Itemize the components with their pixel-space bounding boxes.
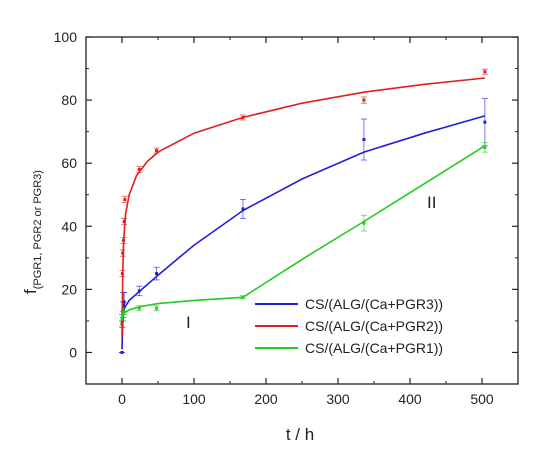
x-tick-label-200: 200 [254, 391, 278, 407]
y-tick-label-60: 60 [61, 155, 77, 171]
y-axis-title-subscript: (PGR1, PGR2 or PGR3) [32, 170, 44, 289]
x-tick-label-300: 300 [326, 391, 350, 407]
y-axis-title-main: f [21, 289, 40, 294]
data-point-pgr3-3 [121, 303, 125, 307]
x-tick-label-0: 0 [118, 391, 126, 407]
data-point-pgr2-4 [122, 220, 126, 224]
data-point-pgr3-9 [483, 120, 487, 124]
data-point-pgr1-2 [122, 309, 126, 313]
legend: CS/(ALG/(Ca+PGR3)) CS/(ALG/(Ca+PGR2)) CS… [255, 296, 443, 356]
y-tick-label-100: 100 [54, 29, 78, 45]
data-point-pgr2-9 [362, 98, 366, 102]
data-point-pgr1-5 [241, 295, 245, 299]
series-line-pgr3 [121, 115, 486, 350]
y-tick-label-0: 0 [69, 344, 77, 360]
y-axis-title: f(PGR1, PGR2 or PGR3) [21, 170, 44, 294]
annotation-II: II [427, 193, 436, 212]
data-point-pgr3-0 [120, 350, 124, 354]
data-point-pgr3-4 [122, 300, 126, 304]
data-point-pgr2-1 [120, 272, 124, 276]
data-point-pgr2-0 [120, 322, 124, 326]
series-line-pgr1 [121, 145, 486, 322]
data-point-pgr2-6 [137, 167, 141, 171]
y-tick-label-20: 20 [61, 281, 77, 297]
data-point-pgr2-7 [155, 149, 159, 153]
data-point-pgr3-5 [137, 289, 141, 293]
data-point-pgr2-3 [121, 238, 125, 242]
legend-label-pgr2: CS/(ALG/(Ca+PGR2)) [305, 318, 443, 334]
data-point-pgr2-2 [121, 251, 125, 255]
data-point-pgr1-4 [155, 306, 159, 310]
annotation-I: I [186, 313, 191, 332]
plot-frame [85, 36, 519, 385]
data-point-pgr3-6 [155, 272, 159, 276]
x-tick-label-500: 500 [470, 391, 494, 407]
axis-layer: 0 100 200 300 400 500 0 20 40 60 80 100 [54, 29, 519, 407]
series-line-pgr2 [121, 77, 485, 337]
x-tick-label-100: 100 [182, 391, 206, 407]
data-layer [119, 68, 488, 354]
data-point-pgr2-10 [483, 70, 487, 74]
y-tick-label-80: 80 [61, 92, 77, 108]
data-point-pgr3-8 [362, 138, 366, 142]
x-tick-label-400: 400 [398, 391, 422, 407]
data-point-pgr1-3 [137, 306, 141, 310]
data-point-pgr1-7 [483, 145, 487, 149]
data-point-pgr1-6 [362, 221, 366, 225]
legend-label-pgr1: CS/(ALG/(Ca+PGR1)) [305, 340, 443, 356]
data-point-pgr2-5 [123, 197, 127, 201]
y-tick-label-40: 40 [61, 218, 77, 234]
data-point-pgr3-7 [241, 207, 245, 211]
legend-label-pgr3: CS/(ALG/(Ca+PGR3)) [305, 296, 443, 312]
x-axis-title: t / h [286, 425, 314, 444]
data-point-pgr2-8 [241, 115, 245, 119]
